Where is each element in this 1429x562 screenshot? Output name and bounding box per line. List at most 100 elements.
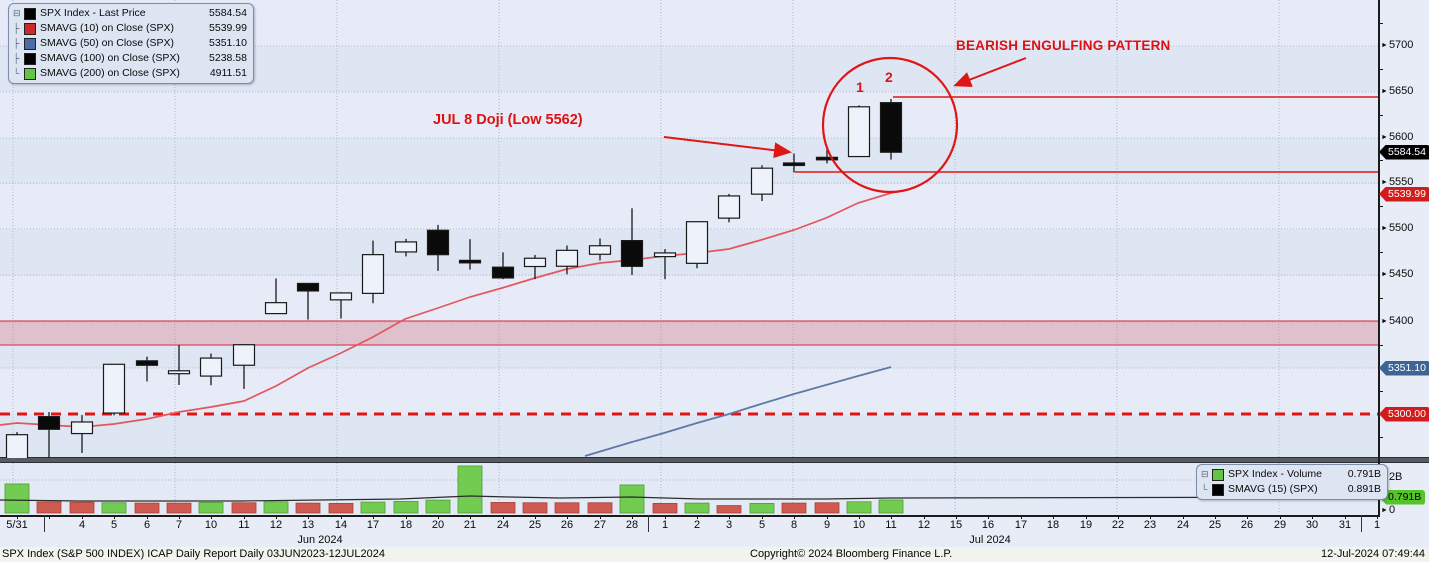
gridlines: [0, 0, 1378, 513]
price-tick-label: ►5700: [1381, 39, 1414, 51]
legend-row[interactable]: ⊟ SPX Index - Last Price 5584.54: [13, 6, 247, 21]
sma10-line: [0, 189, 907, 428]
volume-bar: [328, 503, 354, 514]
price-minor-tick: [1378, 252, 1383, 253]
volume-bar: [69, 501, 95, 514]
volume-sma15-line: [0, 495, 1377, 502]
date-tick-label: 1: [661, 519, 669, 531]
date-tick-label: 3: [725, 519, 733, 531]
annotation-arrow: [663, 136, 792, 159]
legend-series-label: SMAVG (200) on Close (SPX): [40, 67, 180, 79]
doji-annotation-text: JUL 8 Doji (Low 5562): [433, 112, 583, 128]
legend-row[interactable]: ├ SMAVG (100) on Close (SPX) 5238.58: [13, 51, 247, 66]
candle1-number-label: 1: [856, 79, 864, 95]
date-tick-mark: [211, 515, 212, 519]
date-tick-label: 28: [625, 519, 639, 531]
annotation-arrow: [953, 57, 1027, 88]
date-tick-mark: [1118, 515, 1119, 519]
date-tick-label: 17: [1014, 519, 1028, 531]
date-tick-mark: [827, 515, 828, 519]
legend-tree-icon: └: [1201, 484, 1208, 494]
date-tick-mark: [147, 515, 148, 519]
legend-row[interactable]: ├ SMAVG (50) on Close (SPX) 5351.10: [13, 36, 247, 51]
date-tick-mark: [988, 515, 989, 519]
volume-bar: [684, 502, 710, 514]
date-tick-mark: [49, 515, 50, 519]
tick-arrow-icon: ►: [1381, 88, 1388, 95]
candle-body-10Jun: [199, 357, 223, 377]
date-tick-mark: [1053, 515, 1054, 519]
volume-bar: [652, 503, 678, 514]
date-tick-label: 9: [823, 519, 831, 531]
date-tick-mark: [762, 515, 763, 519]
price-badge-5539.99: 5539.99: [1379, 186, 1429, 202]
volume-bar: [878, 499, 904, 514]
candle-body-18Jun: [394, 241, 418, 253]
date-tick-mark: [1183, 515, 1184, 519]
date-tick-mark: [729, 515, 730, 519]
date-tick-label: 5: [758, 519, 766, 531]
volume-bar: [295, 502, 321, 514]
candle-body-21Jun: [458, 259, 482, 264]
date-tick-label: 25: [528, 519, 542, 531]
date-tick-label: 17: [366, 519, 380, 531]
date-tick-label: 12: [917, 519, 931, 531]
tick-arrow-icon: ►: [1381, 42, 1388, 49]
date-tick-label: 11: [238, 519, 250, 531]
volume-bar: [134, 502, 160, 514]
legend-series-value: 5539.99: [209, 22, 247, 34]
candle-body-25Jun: [523, 257, 547, 268]
panel-divider[interactable]: [0, 457, 1429, 463]
price-minor-tick: [1378, 345, 1383, 346]
date-tick-label: 22: [1111, 519, 1125, 531]
date-tick-mark: [600, 515, 601, 519]
volume-tick-label: ►0: [1381, 504, 1396, 516]
date-tick-mark: [373, 515, 374, 519]
price-minor-tick: [1378, 160, 1383, 161]
date-tick-mark: [1215, 515, 1216, 519]
legend-series-label: SMAVG (100) on Close (SPX): [40, 52, 180, 64]
candle-body-7Jun: [167, 370, 191, 375]
candle-body-17Jun: [361, 254, 385, 294]
volume-tick-label: ►2B: [1381, 471, 1428, 483]
volume-bar: [554, 502, 580, 514]
legend-series-label: SMAVG (10) on Close (SPX): [40, 22, 175, 34]
date-tick-mark: [276, 515, 277, 519]
volume-bar: [360, 501, 386, 514]
legend-row[interactable]: └ SMAVG (15) (SPX) 0.891B: [1201, 482, 1381, 497]
bearish-engulfing-annotation-text: BEARISH ENGULFING PATTERN: [956, 38, 1171, 53]
volume-bar: [749, 503, 775, 514]
date-tick-mark: [82, 515, 83, 519]
date-tick-mark: [17, 515, 18, 519]
date-tick-label: 26: [1240, 519, 1254, 531]
price-tick-label: ►5400: [1381, 315, 1414, 327]
month-separator: [44, 515, 45, 532]
candle-body-9Jul: [815, 156, 839, 161]
date-tick-mark: [1247, 515, 1248, 519]
legend-tree-icon: ├: [13, 53, 20, 63]
candle-body-13Jun: [296, 282, 320, 292]
legend-series-label: SPX Index - Volume: [1228, 468, 1322, 480]
candle-body-8Jul: [782, 162, 806, 167]
date-tick-label: 16: [981, 519, 995, 531]
volume-bar: [619, 484, 645, 514]
legend-swatch-icon: [1212, 483, 1224, 496]
candle-body-14Jun: [329, 292, 353, 301]
legend-swatch-icon: [24, 67, 36, 80]
candle-body-2Jul: [685, 221, 709, 264]
legend-row[interactable]: ⊟ SPX Index - Volume 0.791B: [1201, 467, 1381, 482]
candle-body-11Jun: [232, 344, 256, 366]
date-tick-label: 26: [560, 519, 574, 531]
legend-row[interactable]: ├ SMAVG (10) on Close (SPX) 5539.99: [13, 21, 247, 36]
date-tick-mark: [1150, 515, 1151, 519]
date-tick-label: 18: [399, 519, 413, 531]
volume-badge: 0.791B: [1379, 489, 1426, 505]
volume-bar: [587, 502, 613, 514]
volume-legend-box[interactable]: ⊟ SPX Index - Volume 0.791B └ SMAVG (15) (SP…: [1196, 464, 1388, 500]
legend-row[interactable]: └ SMAVG (200) on Close (SPX) 4911.51: [13, 66, 247, 81]
date-tick-mark: [535, 515, 536, 519]
price-legend-box[interactable]: ⊟ SPX Index - Last Price 5584.54 ├ SMAVG (10…: [8, 3, 254, 84]
date-tick-mark: [1086, 515, 1087, 519]
